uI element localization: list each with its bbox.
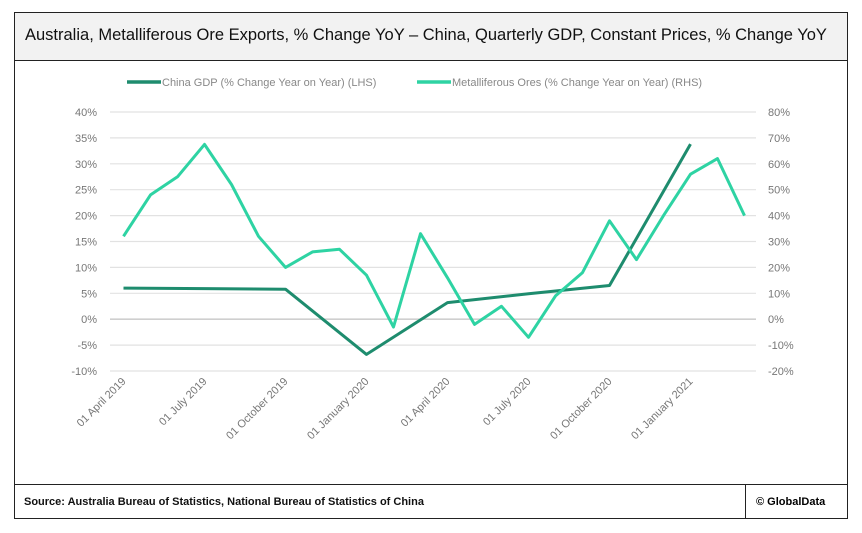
y-left-tick-label: 0%	[81, 314, 97, 326]
copyright: © GlobalData	[745, 485, 847, 518]
header: Australia, Metalliferous Ore Exports, % …	[15, 13, 847, 61]
series-line-metalliferous-ores	[122, 142, 746, 339]
x-tick-label: 01 January 2021	[629, 376, 695, 442]
y-right-tick-label: 80%	[768, 107, 790, 119]
y-right-tick-label: -10%	[768, 340, 794, 352]
y-left-tick-label: 30%	[75, 159, 97, 171]
x-tick-label: 01 July 2020	[481, 376, 534, 429]
y-left-tick-label: 5%	[81, 288, 97, 300]
x-tick-label: 01 January 2020	[305, 376, 371, 442]
y-right-tick-label: 10%	[768, 288, 790, 300]
y-left-tick-label: 25%	[75, 185, 97, 197]
legend-label: Metalliferous Ores (% Change Year on Yea…	[452, 77, 702, 89]
x-tick-label: 01 April 2020	[399, 376, 453, 430]
y-right-tick-label: -20%	[768, 366, 794, 378]
footer: Source: Australia Bureau of Statistics, …	[15, 484, 847, 518]
y-left-tick-label: 35%	[75, 133, 97, 145]
y-left-tick-label: -5%	[77, 340, 97, 352]
source-note: Source: Australia Bureau of Statistics, …	[24, 496, 424, 508]
y-right-tick-label: 0%	[768, 314, 784, 326]
y-right-tick-label: 70%	[768, 133, 790, 145]
y-right-tick-label: 40%	[768, 211, 790, 223]
series-line-china-gdp	[123, 143, 692, 356]
chart-title: Australia, Metalliferous Ore Exports, % …	[25, 26, 827, 44]
y-right-tick-label: 50%	[768, 185, 790, 197]
y-right-tick-label: 20%	[768, 262, 790, 274]
x-tick-label: 01 July 2019	[157, 376, 210, 429]
y-left-tick-label: 15%	[75, 237, 97, 249]
chart-frame: Australia, Metalliferous Ore Exports, % …	[14, 12, 848, 519]
legend-label: China GDP (% Change Year on Year) (LHS)	[162, 77, 376, 89]
y-right-tick-label: 60%	[768, 159, 790, 171]
y-right-tick-label: 30%	[768, 237, 790, 249]
y-left-tick-label: 40%	[75, 107, 97, 119]
x-tick-label: 01 April 2019	[75, 376, 129, 430]
y-left-tick-label: -10%	[71, 366, 97, 378]
x-tick-label: 01 October 2020	[548, 376, 614, 442]
y-left-tick-label: 20%	[75, 211, 97, 223]
x-tick-label: 01 October 2019	[224, 376, 290, 442]
y-left-tick-label: 10%	[75, 262, 97, 274]
